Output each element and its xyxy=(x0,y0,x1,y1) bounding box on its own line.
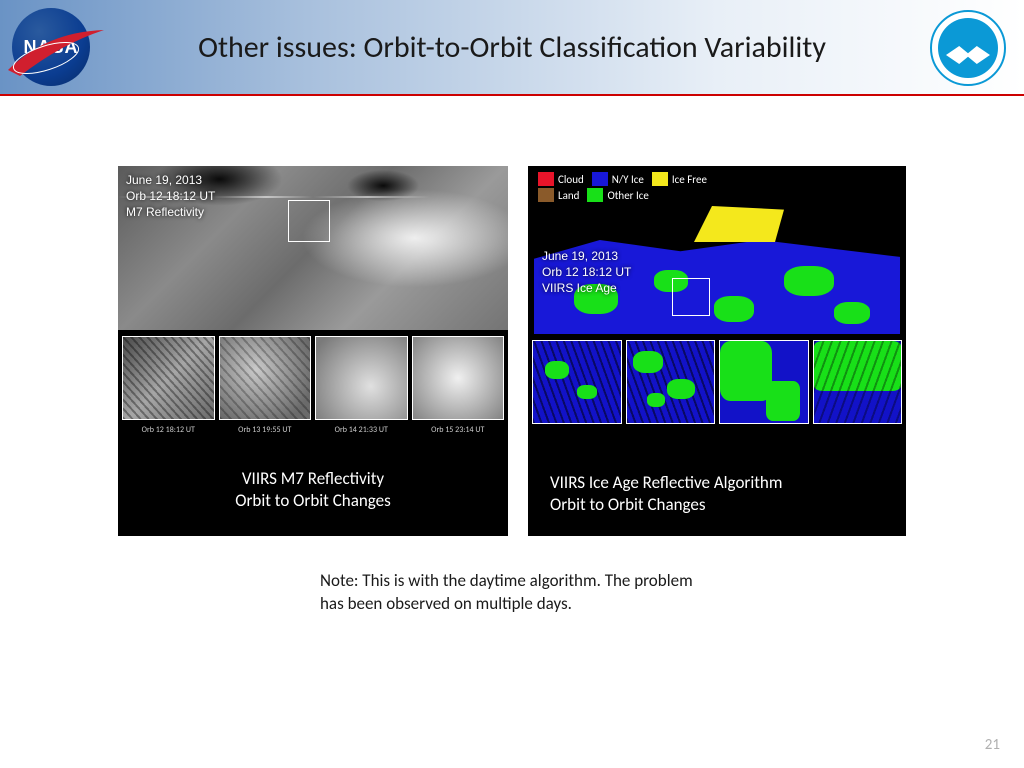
icefree-region xyxy=(694,206,784,242)
overlay-product: VIIRS Ice Age xyxy=(542,280,631,296)
noaa-bird-icon xyxy=(946,46,990,64)
noaa-emblem-icon xyxy=(938,18,998,78)
swatch-icon xyxy=(538,188,554,202)
legend-label: Other Ice xyxy=(607,189,648,202)
swatch-icon xyxy=(587,188,603,202)
thumb-label: Orb 15 23:14 UT xyxy=(413,425,504,435)
page-number: 21 xyxy=(985,736,1000,754)
thumb-left-2: Orb 13 19:55 UT xyxy=(219,336,312,420)
legend-item-otherice: Other Ice xyxy=(587,188,648,202)
legend-item-cloud: Cloud xyxy=(538,172,584,186)
legend-item-land: Land xyxy=(538,188,579,202)
nasa-logo: NASA xyxy=(12,8,104,86)
legend-label: Ice Free xyxy=(672,173,707,186)
noaa-logo xyxy=(930,10,1006,86)
thumb-right-1: Orb 12 18:12 UT xyxy=(532,340,622,424)
footnote: Note: This is with the daytime algorithm… xyxy=(320,570,710,616)
legend-label: Cloud xyxy=(558,173,584,186)
thumb-right-4: Orb 15 23:14 UT xyxy=(813,340,903,424)
roi-box-right xyxy=(672,278,710,316)
right-figure-panel: Cloud N/Y Ice Ice Free Land Other Ice Ju… xyxy=(528,166,906,536)
left-thumbnail-row: Orb 12 18:12 UT Orb 13 19:55 UT Orb 14 2… xyxy=(118,330,508,442)
left-satellite-image: June 19, 2013 Orb 12 18:12 UT M7 Reflect… xyxy=(118,166,508,330)
overlay-orbit: Orb 12 18:12 UT xyxy=(542,264,631,280)
thumb-left-3: Orb 14 21:33 UT xyxy=(315,336,408,420)
legend-item-nyice: N/Y Ice xyxy=(592,172,644,186)
overlay-date: June 19, 2013 xyxy=(542,248,631,264)
caption-line: VIIRS M7 Reflectivity xyxy=(134,468,492,490)
overlay-date: June 19, 2013 xyxy=(126,172,215,188)
right-thumbnail-row: Orb 12 18:12 UT Orb 13 19:55 UT Orb 14 2… xyxy=(528,334,906,446)
slide-header: NASA Other issues: Orbit-to-Orbit Classi… xyxy=(0,0,1024,96)
swatch-icon xyxy=(592,172,608,186)
left-caption: VIIRS M7 Reflectivity Orbit to Orbit Cha… xyxy=(118,442,508,536)
thumb-right-3: Orb 14 21:33 UT xyxy=(719,340,809,424)
thumb-left-4: Orb 15 23:14 UT xyxy=(412,336,505,420)
nasa-swoosh-icon xyxy=(6,22,106,82)
legend-label: N/Y Ice xyxy=(612,173,644,186)
swatch-icon xyxy=(538,172,554,186)
content-area: June 19, 2013 Orb 12 18:12 UT M7 Reflect… xyxy=(0,96,1024,536)
overlay-orbit: Orb 12 18:12 UT xyxy=(126,188,215,204)
legend-row-1: Cloud N/Y Ice Ice Free xyxy=(528,166,906,186)
right-caption: VIIRS Ice Age Reflective Algorithm Orbit… xyxy=(528,446,906,536)
roi-box-left xyxy=(288,200,330,242)
thumb-label: Orb 13 19:55 UT xyxy=(220,425,311,435)
caption-line: Orbit to Orbit Changes xyxy=(134,490,492,512)
otherice-blob xyxy=(714,296,754,322)
legend-item-icefree: Ice Free xyxy=(652,172,707,186)
left-overlay-text: June 19, 2013 Orb 12 18:12 UT M7 Reflect… xyxy=(126,172,215,221)
otherice-blob xyxy=(834,302,870,324)
caption-line: Orbit to Orbit Changes xyxy=(550,494,890,516)
right-overlay-text: June 19, 2013 Orb 12 18:12 UT VIIRS Ice … xyxy=(542,248,631,297)
thumb-right-2: Orb 13 19:55 UT xyxy=(626,340,716,424)
swatch-icon xyxy=(652,172,668,186)
thumb-left-1: Orb 12 18:12 UT xyxy=(122,336,215,420)
thumb-label: Orb 12 18:12 UT xyxy=(123,425,214,435)
left-figure-panel: June 19, 2013 Orb 12 18:12 UT M7 Reflect… xyxy=(118,166,508,536)
overlay-product: M7 Reflectivity xyxy=(126,204,215,220)
thumb-label: Orb 14 21:33 UT xyxy=(316,425,407,435)
legend-row-2: Land Other Ice xyxy=(528,186,906,202)
right-classification-map: June 19, 2013 Orb 12 18:12 UT VIIRS Ice … xyxy=(534,206,900,334)
otherice-blob xyxy=(784,266,834,296)
caption-line: VIIRS Ice Age Reflective Algorithm xyxy=(550,472,890,494)
legend-label: Land xyxy=(558,189,579,202)
slide-title: Other issues: Orbit-to-Orbit Classificat… xyxy=(0,29,1024,66)
